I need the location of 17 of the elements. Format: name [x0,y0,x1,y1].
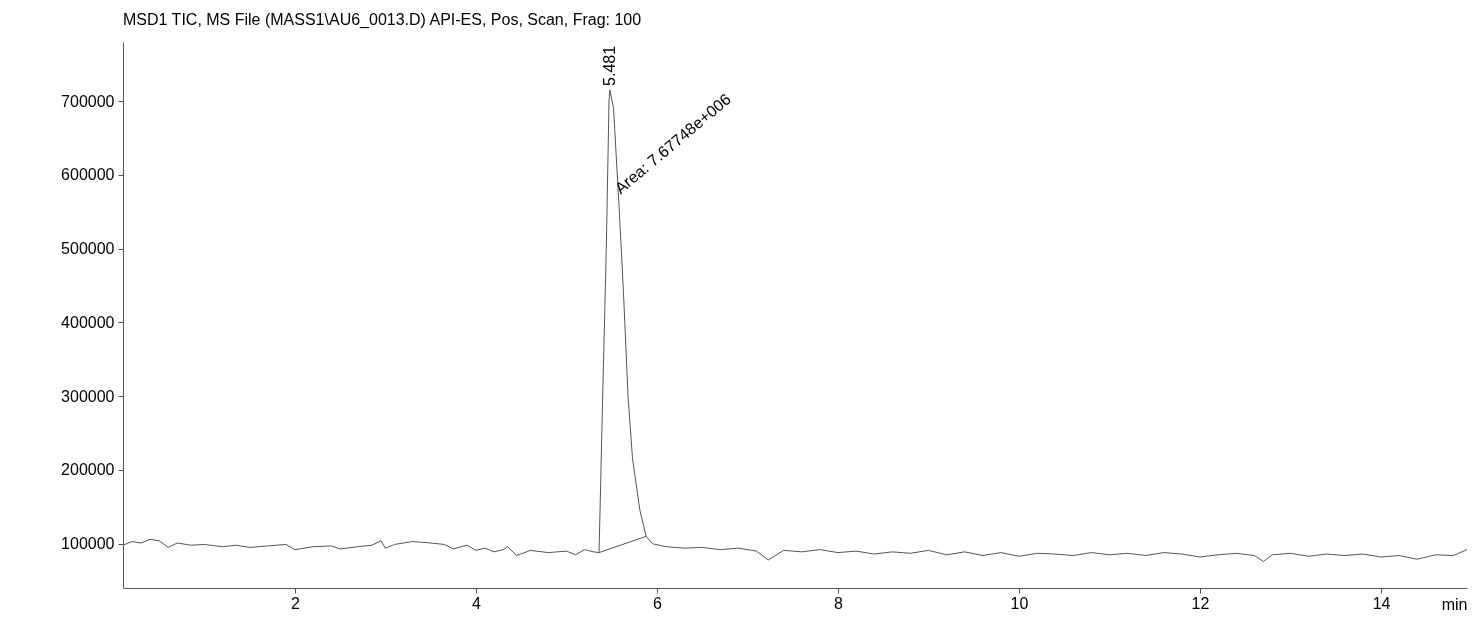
annotation: 5.481 [601,45,619,86]
y-tick-label: 700000 [61,92,115,110]
x-axis-title: min [1441,595,1468,613]
x-tick-label: 6 [653,594,663,612]
x-tick-label: 14 [1372,594,1391,612]
chart-title: MSD1 TIC, MS File (MASS1\AU6_0013.D) API-ES, Pos, Scan, Frag: 100 [123,11,642,29]
y-tick-label: 200000 [61,461,115,479]
x-tick-label: 4 [472,594,482,612]
x-tick-label: 12 [1191,594,1210,612]
y-tick-label: 100000 [61,535,115,553]
x-tick-label: 8 [834,594,844,612]
y-tick-label: 600000 [61,166,115,184]
x-tick-label: 2 [291,594,301,612]
x-tick-label: 10 [1010,594,1029,612]
y-tick-label: 300000 [61,387,115,405]
y-tick-label: 400000 [61,313,115,331]
y-tick-label: 500000 [61,240,115,258]
